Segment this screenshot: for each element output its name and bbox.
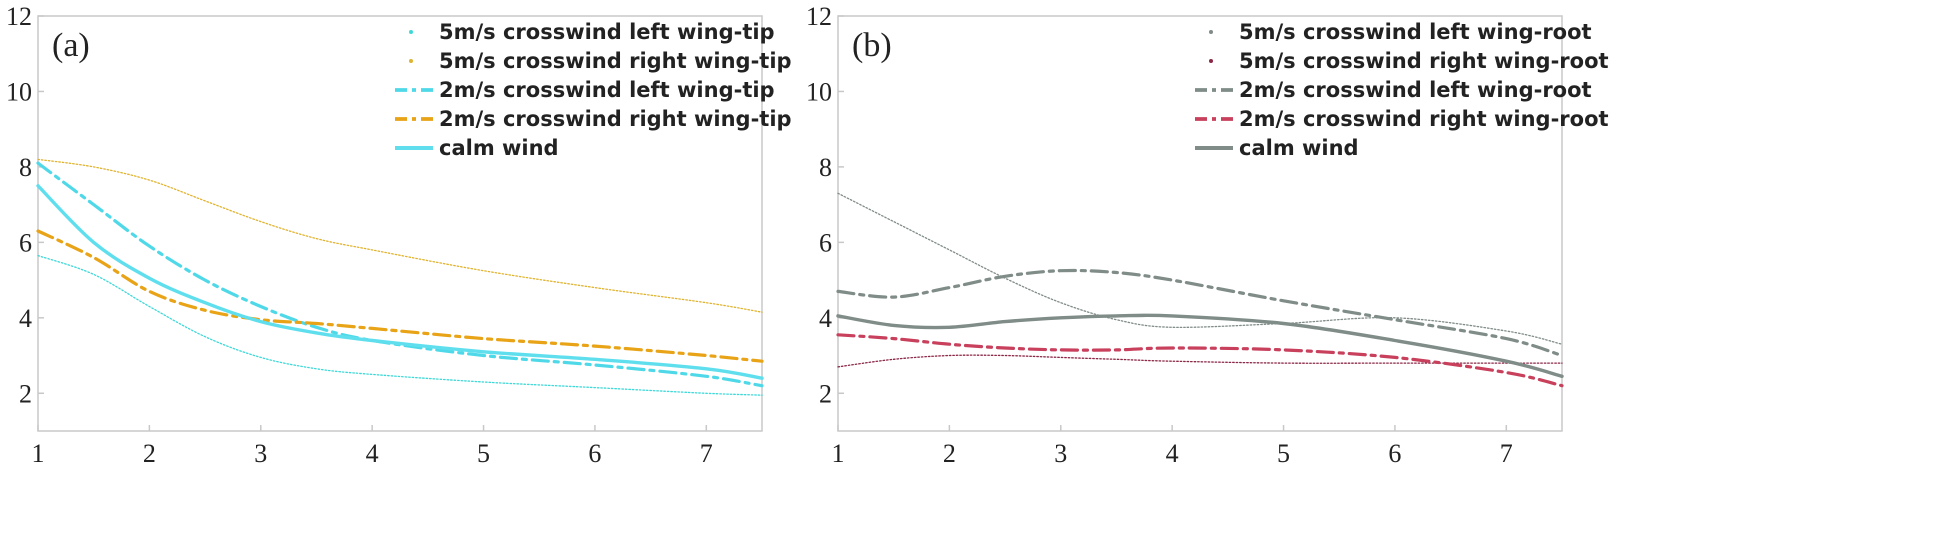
legend-entry: calm wind bbox=[1239, 136, 1359, 160]
y-tick-label: 4 bbox=[819, 304, 832, 333]
plot-frame bbox=[37, 15, 763, 432]
legend-entry: 2m/s crosswind right wing-root bbox=[1239, 107, 1609, 131]
y-tick-label: 12 bbox=[6, 2, 32, 31]
legend-entry: 2m/s crosswind left wing-tip bbox=[439, 78, 775, 102]
x-tick-label: 7 bbox=[700, 439, 713, 468]
panel-label: (b) bbox=[852, 27, 892, 64]
y-tick-label: 2 bbox=[19, 379, 32, 408]
series-line-3 bbox=[836, 268, 1564, 358]
y-tick-label: 2 bbox=[819, 379, 832, 408]
x-tick-label: 1 bbox=[832, 439, 845, 468]
legend-swatch bbox=[409, 59, 413, 63]
plot-frame bbox=[837, 15, 1563, 432]
x-tick-label: 4 bbox=[1166, 439, 1179, 468]
x-tick-label: 6 bbox=[588, 439, 601, 468]
legend-entry: 5m/s crosswind right wing-tip bbox=[439, 49, 792, 73]
series-line-4 bbox=[836, 333, 1564, 388]
x-tick-label: 2 bbox=[143, 439, 156, 468]
legend-swatch bbox=[1209, 59, 1213, 63]
legend-entry: 5m/s crosswind left wing-tip bbox=[439, 20, 775, 44]
panel-label: (a) bbox=[52, 27, 90, 64]
x-tick-label: 3 bbox=[1054, 439, 1067, 468]
legend-entry: 5m/s crosswind right wing-root bbox=[1239, 49, 1609, 73]
x-tick-label: 6 bbox=[1388, 439, 1401, 468]
x-tick-label: 5 bbox=[477, 439, 490, 468]
y-tick-label: 10 bbox=[6, 77, 32, 106]
x-tick-label: 7 bbox=[1500, 439, 1513, 468]
y-tick-label: 8 bbox=[19, 153, 32, 182]
x-tick-label: 3 bbox=[254, 439, 267, 468]
series-line-4 bbox=[36, 229, 764, 363]
x-tick-label: 1 bbox=[32, 439, 45, 468]
legend-entry: calm wind bbox=[439, 136, 559, 160]
legend-entry: 2m/s crosswind right wing-tip bbox=[439, 107, 792, 131]
y-tick-label: 6 bbox=[819, 228, 832, 257]
legend-swatch bbox=[1209, 30, 1213, 34]
y-tick-label: 10 bbox=[806, 77, 832, 106]
y-tick-label: 12 bbox=[806, 2, 832, 31]
series-line-5 bbox=[36, 184, 764, 380]
y-tick-label: 6 bbox=[19, 228, 32, 257]
series-line-1 bbox=[37, 254, 763, 396]
series-line-3 bbox=[36, 161, 764, 388]
series-line-1 bbox=[837, 192, 1563, 345]
y-tick-label: 4 bbox=[19, 304, 32, 333]
legend-entry: 5m/s crosswind left wing-root bbox=[1239, 20, 1592, 44]
series-line-2 bbox=[37, 158, 763, 313]
legend-swatch bbox=[409, 30, 413, 34]
x-tick-label: 2 bbox=[943, 439, 956, 468]
x-tick-label: 4 bbox=[366, 439, 379, 468]
series-line-5 bbox=[836, 313, 1564, 378]
y-tick-label: 8 bbox=[819, 153, 832, 182]
x-tick-label: 5 bbox=[1277, 439, 1290, 468]
legend-entry: 2m/s crosswind left wing-root bbox=[1239, 78, 1592, 102]
